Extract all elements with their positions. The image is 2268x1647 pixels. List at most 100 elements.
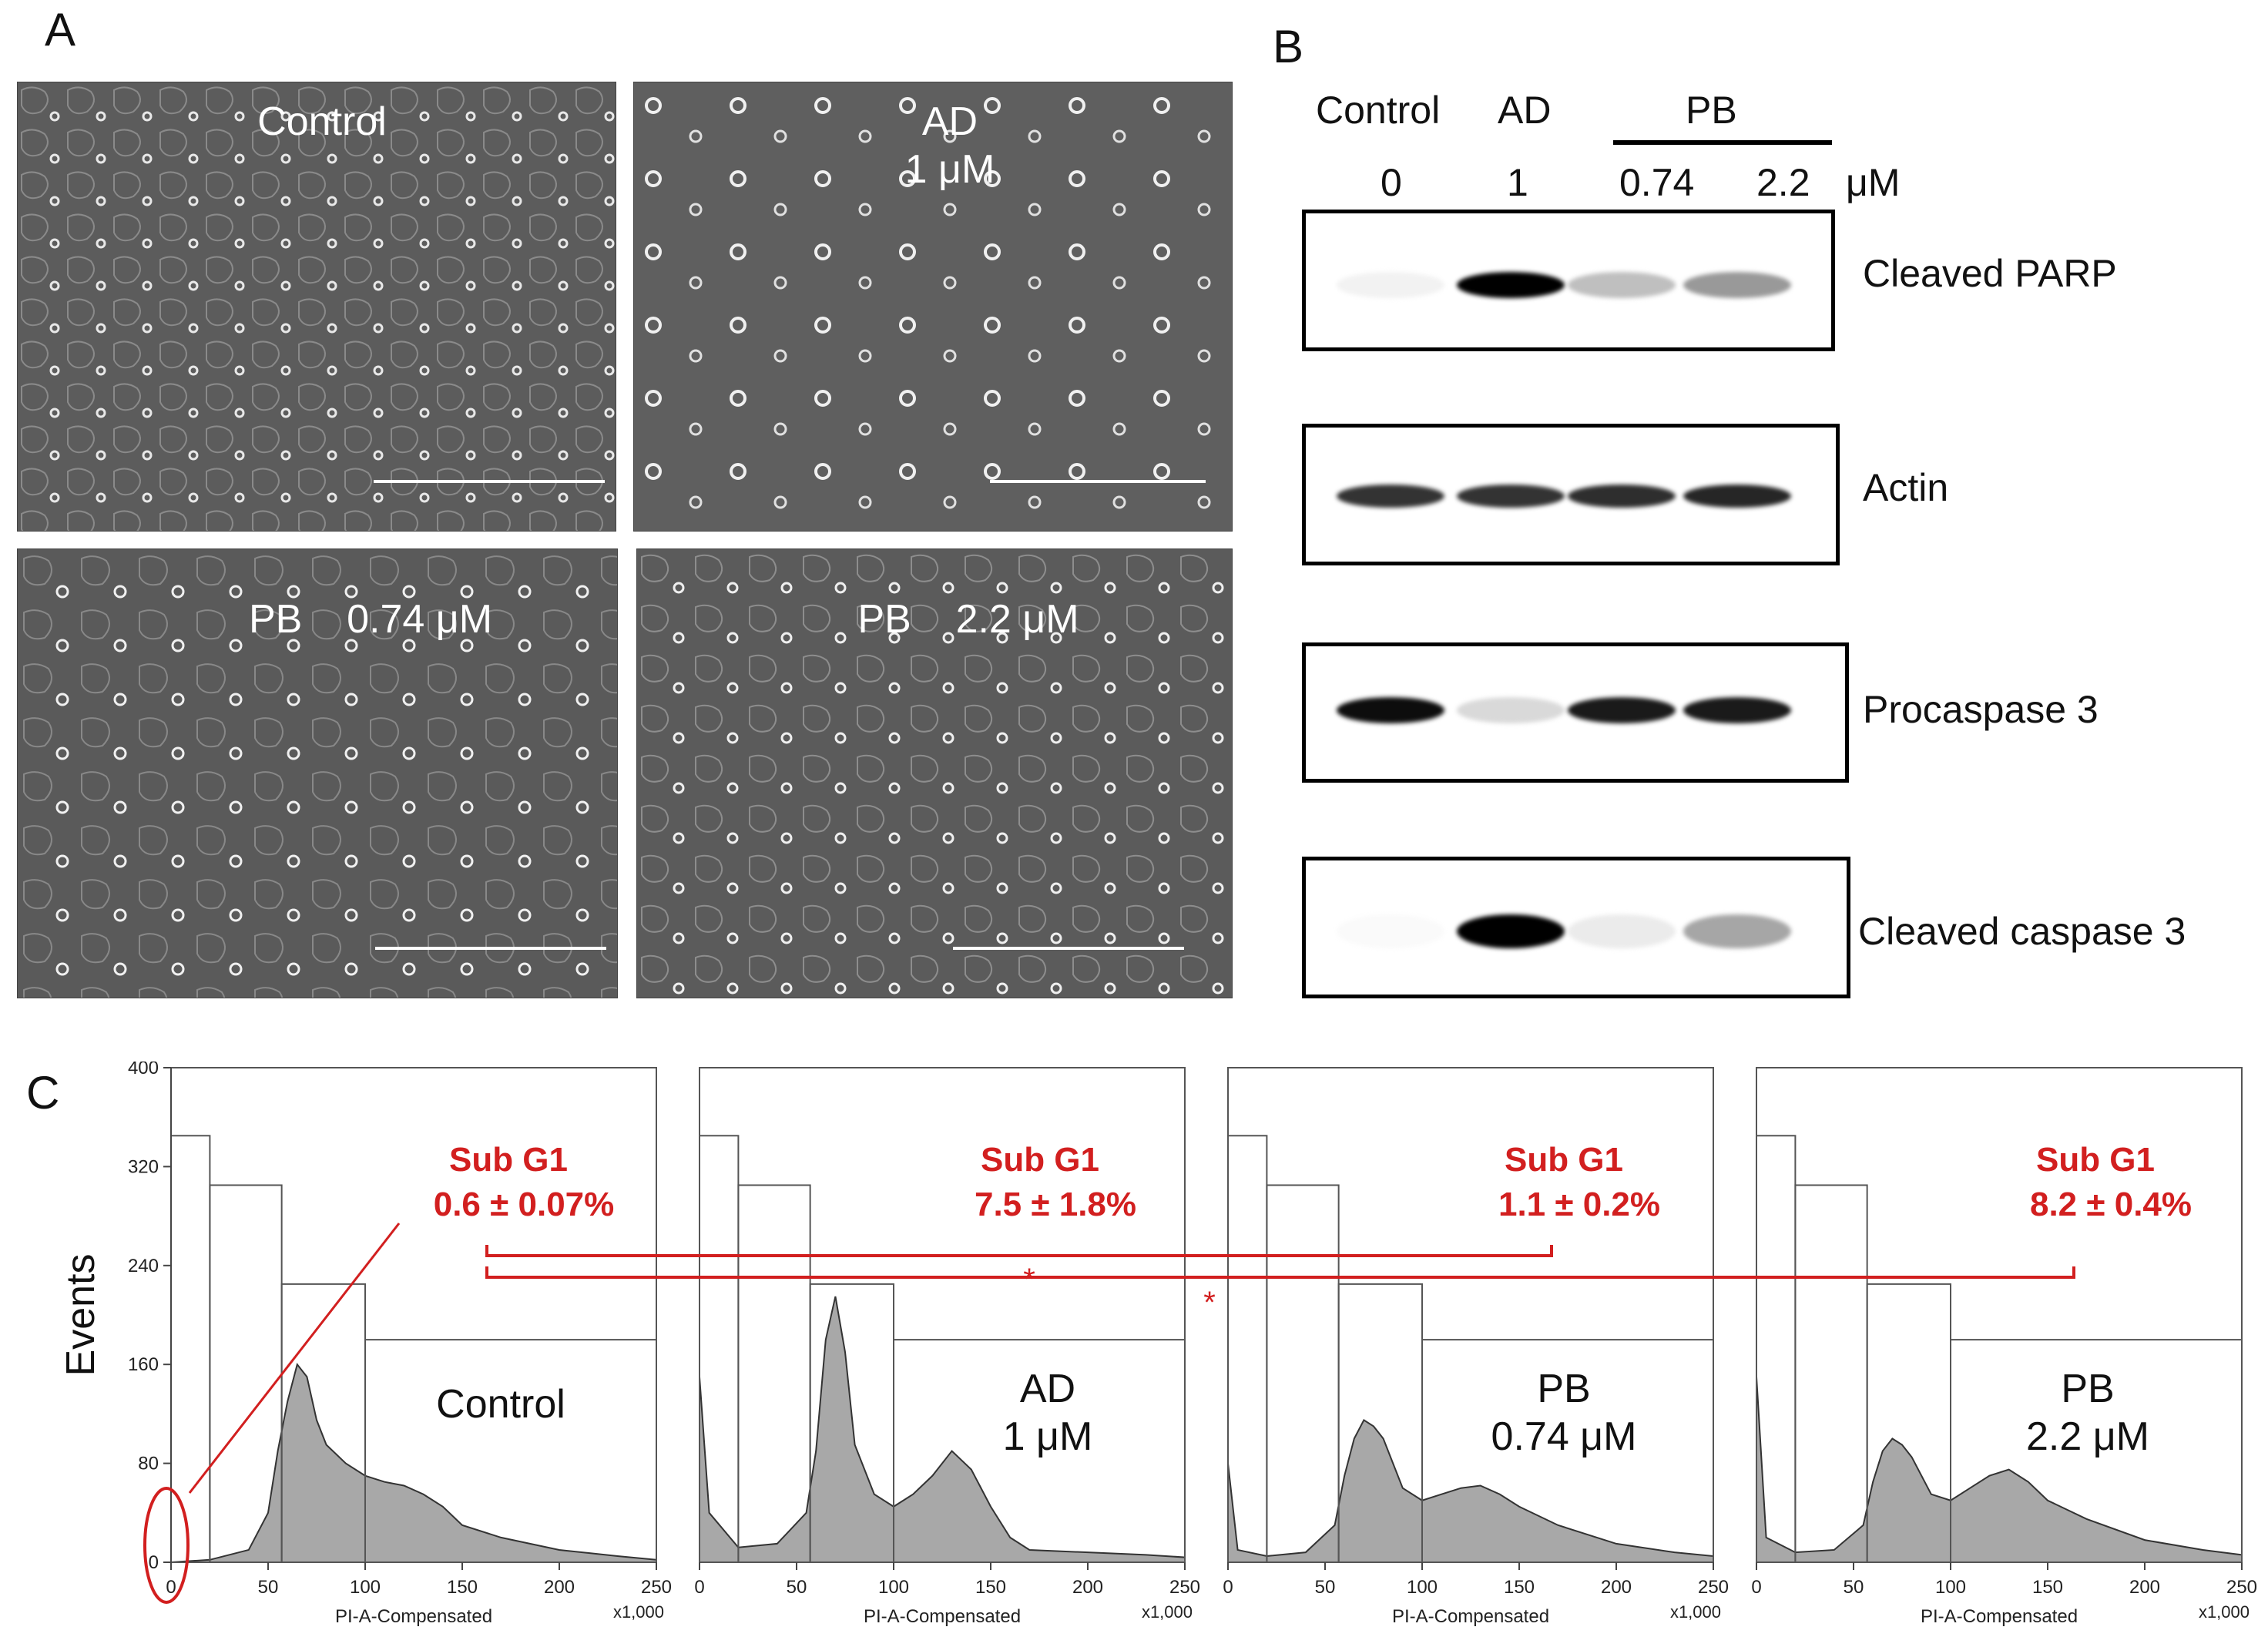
x-tick-label: 200 xyxy=(1601,1577,1632,1598)
micrograph-label: PB 2.2 μM xyxy=(857,597,1079,642)
sub-g1-title: Sub G1 xyxy=(1505,1141,1623,1179)
gate-region xyxy=(170,1135,211,1563)
x-tick-label: 150 xyxy=(447,1577,478,1598)
scale-bar xyxy=(375,947,606,950)
x-tick-label: 50 xyxy=(258,1577,279,1598)
histogram-treatment-label: PB xyxy=(2061,1367,2114,1411)
scale-bar xyxy=(953,947,1184,950)
sub-g1-value: 7.5 ± 1.8% xyxy=(975,1186,1136,1223)
x-axis-label: PI-A-Compensated xyxy=(1392,1606,1549,1627)
micrograph-label: PB 0.74 μM xyxy=(248,597,493,642)
sub-g1-title: Sub G1 xyxy=(2036,1141,2155,1179)
y-tick-label: 400 xyxy=(128,1062,159,1078)
histogram-area xyxy=(699,1296,1186,1563)
x-tick-label: 200 xyxy=(544,1577,575,1598)
y-tick-label: 0 xyxy=(149,1552,159,1573)
pb-bracket-line xyxy=(1613,140,1832,145)
blot-label: Cleaved caspase 3 xyxy=(1858,910,2186,953)
x-tick-label: 250 xyxy=(2226,1577,2257,1598)
x-tick-label: 0 xyxy=(694,1577,704,1598)
histogram-treatment-label: AD xyxy=(1020,1367,1075,1411)
micrograph-control: Control xyxy=(17,82,616,532)
y-tick-label: 160 xyxy=(128,1354,159,1375)
x-axis-label: PI-A-Compensated xyxy=(335,1606,492,1627)
histogram-treatment-label: PB xyxy=(1537,1367,1590,1411)
blot-band xyxy=(1457,914,1565,948)
micrograph-label: AD 1 μM xyxy=(904,99,995,193)
blot-cleaved-parp xyxy=(1302,210,1835,351)
sub-g1-pointer-line xyxy=(188,1223,401,1494)
x-tick-label: 50 xyxy=(1315,1577,1336,1598)
blot-band xyxy=(1683,485,1791,508)
x-tick-label: 150 xyxy=(975,1577,1006,1598)
x-multiplier-label: x1,000 xyxy=(2199,1602,2250,1622)
significance-star: * xyxy=(1203,1286,1216,1320)
micrograph-ad: AD 1 μM xyxy=(633,82,1233,532)
x-tick-label: 50 xyxy=(787,1577,807,1598)
dose-label: 0 xyxy=(1381,161,1402,204)
blot-label: Procaspase 3 xyxy=(1863,688,2099,731)
x-multiplier-label: x1,000 xyxy=(1670,1602,1721,1622)
sub-g1-title: Sub G1 xyxy=(981,1141,1099,1179)
histogram-treatment-label: 1 μM xyxy=(1003,1414,1093,1459)
histogram-area xyxy=(170,1362,657,1563)
x-tick-label: 150 xyxy=(1504,1577,1535,1598)
dose-label: 0.74 xyxy=(1619,161,1695,204)
blot-label: Actin xyxy=(1863,466,1949,509)
dose-label: 2.2 xyxy=(1756,161,1810,204)
blot-actin xyxy=(1302,424,1840,565)
x-tick-label: 0 xyxy=(166,1577,176,1598)
x-axis-label: PI-A-Compensated xyxy=(864,1606,1021,1627)
blot-procaspase-3 xyxy=(1302,642,1849,783)
x-tick-label: 100 xyxy=(1935,1577,1966,1598)
y-tick-label: 80 xyxy=(138,1454,159,1474)
x-tick-label: 150 xyxy=(2032,1577,2063,1598)
plot-frame xyxy=(699,1067,1186,1563)
x-axis-label: PI-A-Compensated xyxy=(1921,1606,2078,1627)
micrograph-label: Control xyxy=(257,99,387,144)
gate-region xyxy=(1227,1135,1268,1563)
significance-bracket xyxy=(485,1266,2075,1279)
sub-g1-value: 1.1 ± 0.2% xyxy=(1498,1186,1660,1223)
y-tick-label: 320 xyxy=(128,1156,159,1177)
blot-label: Cleaved PARP xyxy=(1863,252,2117,295)
micrograph-pb-22: PB 2.2 μM xyxy=(636,548,1233,998)
plot-frame xyxy=(170,1067,657,1563)
x-tick-label: 50 xyxy=(1844,1577,1864,1598)
blot-band xyxy=(1457,485,1565,508)
dose-label: 1 xyxy=(1507,161,1528,204)
y-axis-label: Events xyxy=(59,1254,103,1377)
blot-band xyxy=(1337,272,1444,298)
significance-star: * xyxy=(1023,1263,1035,1296)
dose-unit: μM xyxy=(1846,161,1901,204)
significance-bracket xyxy=(485,1245,1553,1257)
histogram-treatment-label: 0.74 μM xyxy=(1491,1414,1637,1459)
y-tick-label: 240 xyxy=(128,1256,159,1276)
x-tick-label: 0 xyxy=(1223,1577,1233,1598)
histogram-treatment-label: 2.2 μM xyxy=(2026,1414,2149,1459)
lane-label-pb: PB xyxy=(1686,89,1737,132)
sub-g1-highlight-circle xyxy=(143,1487,190,1604)
gate-region xyxy=(737,1184,811,1563)
x-multiplier-label: x1,000 xyxy=(1142,1602,1193,1622)
flow-cytometry-chart: 0 50 100 150 200 250 PI-A-Compensated x1,000 Sub… xyxy=(59,1062,2257,1627)
sub-g1-value: 8.2 ± 0.4% xyxy=(2030,1186,2192,1223)
micrograph-pb-074: PB 0.74 μM xyxy=(17,548,618,998)
blot-band xyxy=(1683,272,1791,298)
x-tick-label: 0 xyxy=(1751,1577,1761,1598)
histogram-area xyxy=(1756,1377,2243,1563)
x-tick-label: 200 xyxy=(2129,1577,2160,1598)
lane-label-control: Control xyxy=(1316,89,1441,132)
blot-band xyxy=(1568,485,1676,508)
plot-frame xyxy=(1227,1067,1714,1563)
blot-band xyxy=(1337,485,1444,508)
x-tick-label: 200 xyxy=(1072,1577,1103,1598)
blot-band xyxy=(1568,697,1676,723)
histogram-treatment-label: Control xyxy=(436,1382,565,1427)
micrograph-texture xyxy=(634,82,1232,531)
blot-band xyxy=(1568,272,1676,298)
x-tick-label: 250 xyxy=(641,1577,672,1598)
blot-band xyxy=(1683,914,1791,948)
blot-band xyxy=(1337,697,1444,723)
x-tick-label: 100 xyxy=(350,1577,381,1598)
